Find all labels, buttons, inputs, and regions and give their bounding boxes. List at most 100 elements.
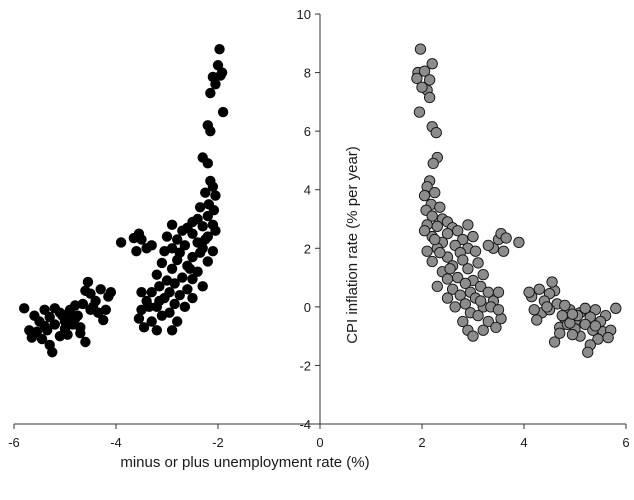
data-point <box>457 254 469 266</box>
data-point <box>421 245 433 257</box>
data-point <box>207 181 219 192</box>
data-point <box>205 125 216 137</box>
data-point <box>214 43 225 55</box>
data-point <box>133 313 145 324</box>
data-point <box>200 187 211 198</box>
data-point <box>85 288 96 299</box>
data-point <box>131 246 142 257</box>
data-point <box>151 269 162 280</box>
data-point <box>136 304 147 315</box>
data-point <box>154 295 165 307</box>
data-point <box>533 283 545 295</box>
data-point <box>217 106 229 118</box>
data-point <box>523 286 535 298</box>
x-tick-label: -2 <box>212 435 224 450</box>
data-point <box>39 320 50 332</box>
data-point <box>457 233 469 246</box>
data-point <box>80 336 91 348</box>
y-tick-label: 2 <box>304 241 311 256</box>
data-point <box>36 333 48 345</box>
data-point <box>441 227 454 240</box>
data-point <box>454 289 466 301</box>
data-point <box>441 273 454 285</box>
data-point <box>82 276 94 288</box>
data-point <box>492 286 505 298</box>
data-point <box>179 301 191 313</box>
data-point <box>184 263 196 274</box>
data-point <box>492 304 505 316</box>
data-point <box>87 301 99 313</box>
y-tick-label: -2 <box>299 358 311 373</box>
data-point <box>490 321 502 334</box>
data-point <box>197 281 208 292</box>
data-point <box>44 311 55 323</box>
data-point <box>610 302 622 314</box>
data-point <box>166 219 178 231</box>
y-tick-label: 4 <box>304 183 311 198</box>
y-tick-label: 10 <box>297 7 311 22</box>
data-point <box>187 251 198 263</box>
y-tick-label: 6 <box>304 124 311 139</box>
data-point <box>151 325 162 336</box>
data-point <box>172 316 183 327</box>
data-point <box>482 239 494 252</box>
data-point <box>166 263 178 274</box>
data-point <box>169 298 180 310</box>
data-point <box>210 190 221 201</box>
data-point <box>210 225 221 236</box>
data-point <box>459 298 471 310</box>
data-point <box>477 324 489 336</box>
data-point <box>444 263 456 275</box>
x-tick-label: 2 <box>418 435 425 450</box>
x-tick-label: 6 <box>622 435 629 450</box>
x-tick-label: 0 <box>316 435 323 450</box>
data-point <box>472 309 484 322</box>
data-point <box>559 299 571 312</box>
data-point <box>472 257 484 269</box>
data-point <box>554 327 566 339</box>
data-point <box>566 329 579 341</box>
data-points <box>19 43 622 358</box>
data-point <box>146 316 157 327</box>
data-point <box>49 319 60 330</box>
data-point <box>513 236 525 249</box>
data-point <box>474 295 487 307</box>
data-point <box>426 210 438 222</box>
data-point <box>582 346 594 358</box>
data-point <box>602 331 614 344</box>
data-point <box>541 301 553 313</box>
data-point <box>210 79 221 90</box>
data-point <box>187 228 198 239</box>
data-point <box>100 304 112 315</box>
data-point <box>589 320 602 332</box>
data-point <box>19 303 30 314</box>
data-point <box>179 240 191 251</box>
y-axis-ticks: -4 -2 0 2 4 6 8 10 <box>297 7 320 432</box>
data-point <box>566 308 579 320</box>
y-tick-label: -4 <box>299 417 311 432</box>
data-point <box>528 304 540 316</box>
data-point <box>169 278 180 289</box>
data-point <box>457 315 469 328</box>
data-point <box>159 246 170 257</box>
data-point <box>64 317 76 329</box>
data-point <box>136 287 147 298</box>
data-point <box>177 272 188 283</box>
data-point <box>579 302 591 314</box>
data-point <box>546 276 558 288</box>
data-point <box>205 87 216 99</box>
data-point <box>115 237 127 248</box>
data-point <box>462 263 474 275</box>
data-point <box>161 231 173 242</box>
data-point <box>172 254 183 266</box>
data-point <box>434 201 446 213</box>
data-point <box>146 240 157 251</box>
axes: -6 -4 -2 0 2 4 6 -4 -2 0 2 4 6 8 10 <box>8 7 629 450</box>
data-point <box>39 304 50 315</box>
data-point <box>156 257 168 269</box>
data-point <box>62 329 73 340</box>
data-point <box>418 225 431 237</box>
data-point <box>474 280 487 293</box>
